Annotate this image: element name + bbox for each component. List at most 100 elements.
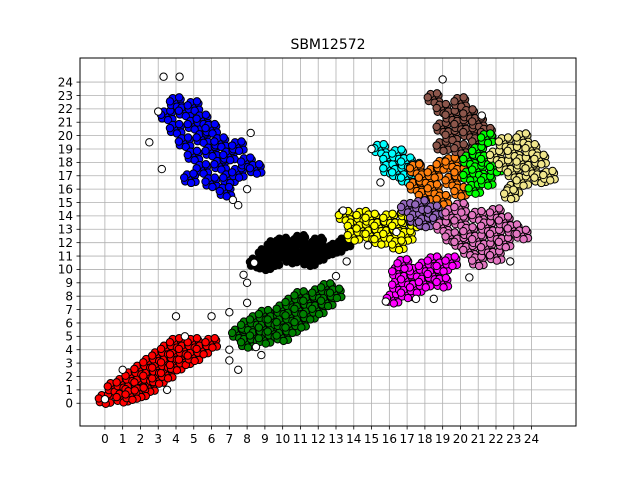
- data-point: [519, 181, 528, 190]
- data-point: [263, 256, 273, 265]
- data-point: [156, 344, 166, 354]
- data-point: [476, 133, 486, 142]
- data-point: [539, 170, 548, 180]
- data-point: [156, 358, 166, 367]
- data-point: [494, 216, 504, 225]
- data-point: [343, 230, 352, 240]
- data-point: [219, 150, 228, 160]
- data-point: [389, 299, 398, 308]
- data-point: [179, 173, 189, 182]
- data-point: [467, 146, 477, 156]
- data-point: [459, 139, 468, 149]
- data-point: [139, 358, 148, 367]
- data-point: [370, 234, 379, 244]
- data-point: [432, 103, 441, 113]
- data-point: [242, 278, 252, 288]
- data-point: [352, 224, 361, 233]
- data-point: [246, 128, 255, 138]
- data-point: [432, 201, 442, 210]
- data-point: [509, 185, 518, 194]
- data-points: [94, 72, 559, 408]
- data-point: [450, 119, 459, 129]
- data-point: [503, 146, 512, 156]
- data-point: [450, 186, 459, 196]
- y-tick-label: 4: [65, 343, 73, 357]
- data-point: [208, 343, 217, 352]
- x-tick-label: 1: [119, 432, 127, 446]
- data-point: [272, 317, 281, 327]
- data-point: [171, 312, 181, 321]
- data-point: [539, 150, 548, 160]
- data-point: [222, 192, 231, 201]
- data-point: [201, 110, 211, 119]
- x-tick-label: 15: [364, 432, 379, 446]
- data-point: [257, 350, 266, 360]
- data-point: [192, 133, 201, 142]
- data-point: [234, 365, 243, 374]
- data-point: [450, 237, 459, 247]
- data-point: [234, 173, 244, 182]
- y-tick-label: 20: [58, 129, 73, 143]
- data-point: [530, 173, 539, 182]
- data-point: [290, 304, 299, 313]
- data-point: [441, 208, 450, 217]
- data-point: [397, 145, 406, 154]
- y-tick-label: 6: [65, 316, 73, 330]
- data-point: [341, 243, 350, 252]
- x-tick-label: 18: [417, 432, 432, 446]
- data-point: [459, 198, 468, 208]
- data-point: [503, 133, 513, 142]
- data-point: [501, 243, 510, 252]
- data-point: [441, 110, 450, 119]
- data-point: [467, 210, 477, 220]
- data-point: [379, 229, 388, 239]
- data-point: [112, 392, 121, 402]
- data-point: [387, 149, 397, 158]
- data-point: [381, 297, 390, 306]
- data-point: [263, 327, 272, 336]
- y-tick-label: 23: [58, 89, 73, 103]
- data-point: [396, 157, 406, 166]
- x-tick-label: 11: [293, 432, 308, 446]
- data-point: [521, 164, 530, 173]
- data-point: [154, 379, 164, 388]
- data-point: [299, 309, 308, 319]
- data-point: [494, 237, 504, 247]
- data-point: [332, 248, 342, 257]
- data-point: [432, 160, 441, 169]
- data-point: [281, 311, 290, 320]
- x-tick-label: 12: [311, 432, 326, 446]
- data-point: [174, 355, 184, 364]
- chart-title: SBM12572: [290, 37, 365, 53]
- data-point: [103, 382, 112, 391]
- data-point: [476, 176, 486, 185]
- data-point: [376, 178, 385, 187]
- data-point: [299, 230, 308, 240]
- data-point: [299, 256, 308, 265]
- data-point: [186, 178, 196, 188]
- point-cluster: [382, 252, 462, 308]
- data-point: [210, 334, 219, 343]
- data-point: [201, 123, 210, 133]
- x-tick-label: 0: [101, 432, 109, 446]
- y-tick-label: 12: [58, 236, 73, 250]
- data-point: [467, 117, 477, 126]
- data-point: [512, 133, 521, 142]
- data-point: [245, 315, 255, 324]
- data-point: [396, 173, 406, 182]
- data-point: [332, 293, 342, 303]
- data-point: [492, 256, 502, 265]
- data-point: [290, 317, 299, 327]
- data-point: [236, 320, 246, 330]
- data-point: [154, 107, 163, 116]
- y-tick-label: 22: [58, 102, 73, 116]
- data-point: [485, 162, 495, 172]
- data-point: [183, 150, 192, 160]
- data-point: [192, 344, 201, 354]
- x-tick-label: 3: [154, 432, 162, 446]
- data-point: [118, 365, 127, 374]
- data-point: [121, 390, 130, 399]
- data-point: [537, 160, 546, 169]
- data-point: [421, 283, 430, 292]
- x-tick-label: 10: [275, 432, 290, 446]
